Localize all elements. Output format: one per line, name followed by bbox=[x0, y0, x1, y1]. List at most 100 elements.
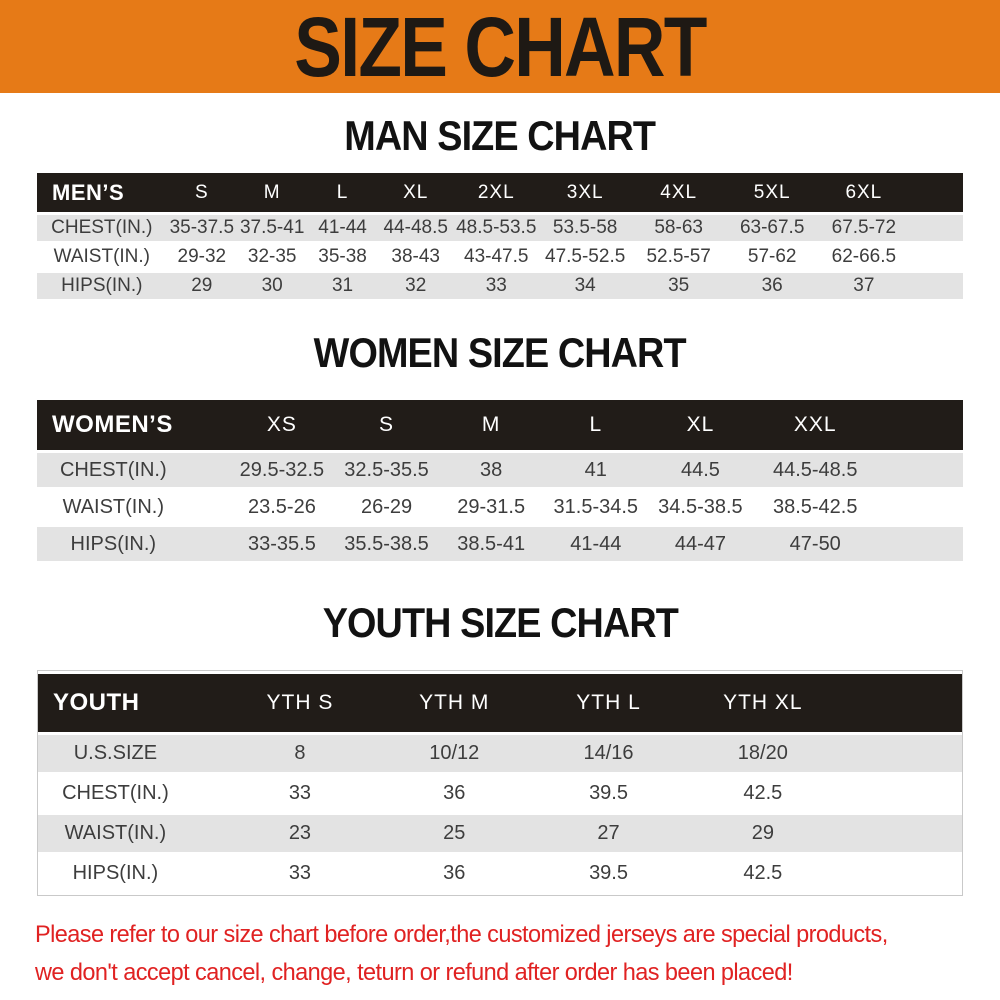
women-table-row: HIPS(IN.) 33-35.5 35.5-38.5 38.5-41 41-44 44-… bbox=[37, 527, 963, 561]
youth-table-row: WAIST(IN.) 23 25 27 29 bbox=[38, 815, 962, 852]
women-value-cell: 23.5-26 bbox=[229, 490, 335, 524]
youth-table-row: CHEST(IN.) 33 36 39.5 42.5 bbox=[38, 775, 962, 812]
men-value-cell: 62-66.5 bbox=[818, 244, 910, 270]
men-size-header-cell: XL bbox=[377, 173, 454, 212]
man-size-table-host: MEN’S S M L XL 2XL 3XL 4XL 5XL 6XL CHEST(IN.) 35-37… bbox=[0, 170, 1000, 302]
women-section-heading-text: WOMEN SIZE CHART bbox=[314, 329, 687, 376]
women-size-header-cell: XL bbox=[648, 400, 753, 450]
men-value-cell: 29 bbox=[166, 273, 237, 299]
youth-size-header-cell: YTH L bbox=[531, 674, 686, 732]
youth-value-cell: 8 bbox=[222, 735, 378, 772]
women-value-cell: 29-31.5 bbox=[438, 490, 544, 524]
men-value-cell: 63-67.5 bbox=[725, 215, 819, 241]
women-value-cell: 44.5-48.5 bbox=[752, 453, 878, 487]
footer-disclaimer: Please refer to our size chart before or… bbox=[35, 916, 1000, 992]
youth-value-cell: 29 bbox=[685, 815, 840, 852]
women-value-cell: 41-44 bbox=[543, 527, 649, 561]
women-table-header-row: WOMEN’S XS S M L XL XXL bbox=[37, 400, 963, 450]
youth-size-table: YOUTH YTH S YTH M YTH L YTH XL U.S.SIZE 8 10/12… bbox=[37, 670, 963, 896]
women-table-title-cell: WOMEN’S bbox=[37, 400, 230, 450]
men-value-cell: 37 bbox=[818, 273, 910, 299]
filler-cell bbox=[839, 674, 962, 732]
youth-section-heading-text: YOUTH SIZE CHART bbox=[322, 599, 678, 646]
men-table-row: CHEST(IN.) 35-37.5 37.5-41 41-44 44-48.5 48.5… bbox=[37, 215, 963, 241]
men-value-cell: 32 bbox=[377, 273, 454, 299]
men-size-header-cell: 3XL bbox=[538, 173, 632, 212]
women-size-table: WOMEN’S XS S M L XL XXL CHEST(IN.) 29.5-32.5 32.5… bbox=[37, 397, 963, 564]
men-value-cell: 48.5-53.5 bbox=[453, 215, 539, 241]
men-row-label-cell: CHEST(IN.) bbox=[37, 215, 167, 241]
filler-cell bbox=[877, 490, 963, 524]
man-section-heading: MAN SIZE CHART bbox=[0, 113, 1000, 159]
youth-row-label-cell: U.S.SIZE bbox=[38, 735, 223, 772]
men-size-header-cell: 5XL bbox=[725, 173, 819, 212]
men-value-cell: 35-38 bbox=[307, 244, 378, 270]
youth-value-cell: 42.5 bbox=[685, 855, 840, 892]
women-value-cell: 38.5-41 bbox=[438, 527, 544, 561]
youth-value-cell: 14/16 bbox=[531, 735, 686, 772]
women-value-cell: 33-35.5 bbox=[229, 527, 335, 561]
men-value-cell: 58-63 bbox=[631, 215, 726, 241]
youth-value-cell: 42.5 bbox=[685, 775, 840, 812]
women-section-heading: WOMEN SIZE CHART bbox=[0, 330, 1000, 376]
men-row-label-cell: WAIST(IN.) bbox=[37, 244, 167, 270]
filler-cell bbox=[909, 244, 963, 270]
men-value-cell: 52.5-57 bbox=[631, 244, 726, 270]
men-table-title-cell: MEN’S bbox=[37, 173, 167, 212]
men-size-header-cell: 6XL bbox=[818, 173, 910, 212]
man-section-heading-text: MAN SIZE CHART bbox=[344, 112, 657, 159]
men-value-cell: 32-35 bbox=[237, 244, 308, 270]
youth-value-cell: 33 bbox=[222, 855, 378, 892]
youth-row-label-cell: CHEST(IN.) bbox=[38, 775, 223, 812]
filler-cell bbox=[877, 453, 963, 487]
youth-table-row: U.S.SIZE 8 10/12 14/16 18/20 bbox=[38, 735, 962, 772]
filler-cell bbox=[909, 273, 963, 299]
youth-value-cell: 39.5 bbox=[531, 855, 686, 892]
women-value-cell: 38 bbox=[438, 453, 544, 487]
youth-value-cell: 10/12 bbox=[377, 735, 532, 772]
women-size-chart-section: WOMEN SIZE CHART WOMEN’S XS S M L XL XXL CHEST(… bbox=[0, 330, 1000, 564]
men-size-header-cell: S bbox=[166, 173, 237, 212]
men-value-cell: 67.5-72 bbox=[818, 215, 910, 241]
filler-cell bbox=[877, 400, 963, 450]
filler-cell bbox=[839, 735, 962, 772]
filler-cell bbox=[839, 815, 962, 852]
men-table-header-row: MEN’S S M L XL 2XL 3XL 4XL 5XL 6XL bbox=[37, 173, 963, 212]
women-size-header-cell: XXL bbox=[752, 400, 878, 450]
women-size-header-cell: S bbox=[334, 400, 439, 450]
men-table-row: HIPS(IN.) 29 30 31 32 33 34 35 36 37 bbox=[37, 273, 963, 299]
youth-section-heading: YOUTH SIZE CHART bbox=[0, 600, 1000, 646]
men-value-cell: 41-44 bbox=[307, 215, 378, 241]
men-size-header-cell: L bbox=[307, 173, 378, 212]
youth-table-title-cell: YOUTH bbox=[38, 674, 223, 732]
women-value-cell: 44-47 bbox=[648, 527, 753, 561]
youth-table-row: HIPS(IN.) 33 36 39.5 42.5 bbox=[38, 855, 962, 892]
women-value-cell: 47-50 bbox=[752, 527, 878, 561]
men-table-row: WAIST(IN.) 29-32 32-35 35-38 38-43 43-47.5 47.… bbox=[37, 244, 963, 270]
youth-size-header-cell: YTH S bbox=[222, 674, 378, 732]
men-value-cell: 29-32 bbox=[166, 244, 237, 270]
women-value-cell: 31.5-34.5 bbox=[543, 490, 649, 524]
youth-value-cell: 36 bbox=[377, 775, 532, 812]
women-row-label-cell: HIPS(IN.) bbox=[37, 527, 230, 561]
youth-size-chart-section: YOUTH SIZE CHART YOUTH YTH S YTH M YTH L YTH… bbox=[0, 600, 1000, 896]
men-size-header-cell: M bbox=[237, 173, 308, 212]
men-value-cell: 35 bbox=[631, 273, 726, 299]
men-value-cell: 37.5-41 bbox=[237, 215, 308, 241]
men-value-cell: 36 bbox=[725, 273, 819, 299]
women-value-cell: 44.5 bbox=[648, 453, 753, 487]
men-value-cell: 30 bbox=[237, 273, 308, 299]
men-value-cell: 44-48.5 bbox=[377, 215, 454, 241]
women-table-row: CHEST(IN.) 29.5-32.5 32.5-35.5 38 41 44.5 44.5… bbox=[37, 453, 963, 487]
women-size-header-cell: L bbox=[543, 400, 649, 450]
men-value-cell: 53.5-58 bbox=[538, 215, 632, 241]
man-size-chart-section: MAN SIZE CHART MEN’S S M L XL 2XL 3XL 4XL 5XL 6XL… bbox=[0, 113, 1000, 302]
filler-cell bbox=[909, 215, 963, 241]
banner-title: SIZE CHART bbox=[294, 0, 707, 94]
youth-row-label-cell: HIPS(IN.) bbox=[38, 855, 223, 892]
men-value-cell: 31 bbox=[307, 273, 378, 299]
men-value-cell: 35-37.5 bbox=[166, 215, 237, 241]
men-size-header-cell: 4XL bbox=[631, 173, 726, 212]
men-value-cell: 38-43 bbox=[377, 244, 454, 270]
filler-cell bbox=[877, 527, 963, 561]
